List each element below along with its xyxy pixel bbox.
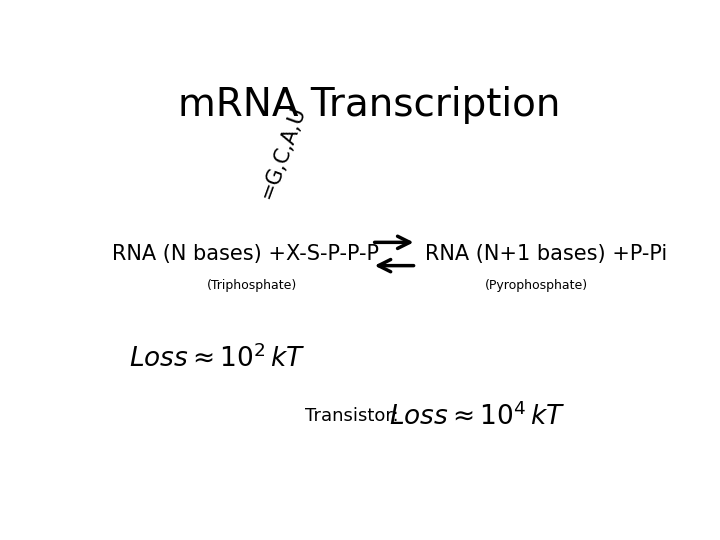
Text: $\mathit{Loss} \approx 10^2\, kT$: $\mathit{Loss} \approx 10^2\, kT$ xyxy=(129,343,305,372)
Text: Transistor:: Transistor: xyxy=(305,407,398,425)
Text: (Pyrophosphate): (Pyrophosphate) xyxy=(485,279,588,292)
Text: RNA (N bases) +X-S-P-P-P: RNA (N bases) +X-S-P-P-P xyxy=(112,244,379,264)
Text: (Triphosphate): (Triphosphate) xyxy=(207,279,297,292)
Text: $\mathit{Loss} \approx 10^4\, kT$: $\mathit{Loss} \approx 10^4\, kT$ xyxy=(389,402,565,430)
Text: mRNA Transcription: mRNA Transcription xyxy=(178,85,560,124)
Text: =G,C,A,U: =G,C,A,U xyxy=(256,103,309,202)
Text: RNA (N+1 bases) +P-Pi: RNA (N+1 bases) +P-Pi xyxy=(425,244,667,264)
